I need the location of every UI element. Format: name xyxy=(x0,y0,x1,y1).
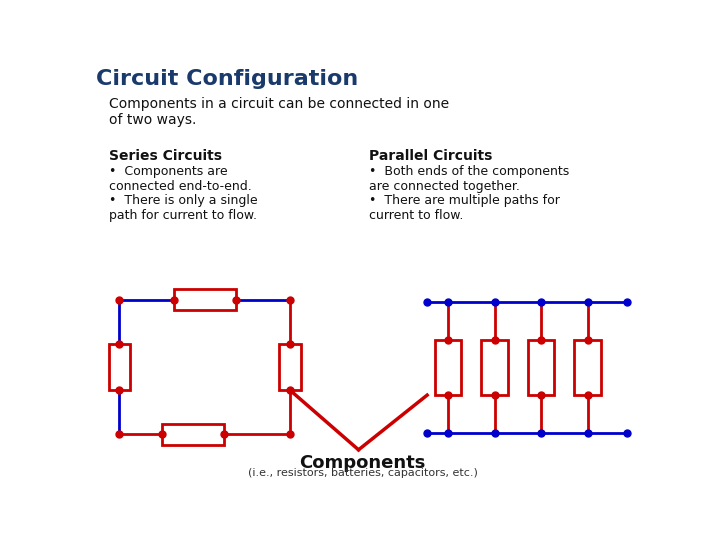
Bar xyxy=(109,344,130,390)
Text: Parallel Circuits: Parallel Circuits xyxy=(369,150,492,164)
Bar xyxy=(435,340,462,395)
Bar xyxy=(174,289,235,310)
Bar xyxy=(279,344,301,390)
Text: •  There is only a single
path for current to flow.: • There is only a single path for curren… xyxy=(109,194,258,222)
Bar xyxy=(575,340,600,395)
Text: (i.e., resistors, batteries, capacitors, etc.): (i.e., resistors, batteries, capacitors,… xyxy=(248,468,478,477)
Text: Components in a circuit can be connected in one
of two ways.: Components in a circuit can be connected… xyxy=(109,97,449,127)
Text: •  Both ends of the components
are connected together.: • Both ends of the components are connec… xyxy=(369,165,570,193)
Bar xyxy=(482,340,508,395)
Text: Circuit Configuration: Circuit Configuration xyxy=(96,69,359,89)
Text: Components: Components xyxy=(300,454,426,471)
Text: Series Circuits: Series Circuits xyxy=(109,150,222,164)
Bar xyxy=(162,423,224,445)
Text: •  There are multiple paths for
current to flow.: • There are multiple paths for current t… xyxy=(369,194,560,222)
Bar xyxy=(528,340,554,395)
Text: •  Components are
connected end-to-end.: • Components are connected end-to-end. xyxy=(109,165,252,193)
